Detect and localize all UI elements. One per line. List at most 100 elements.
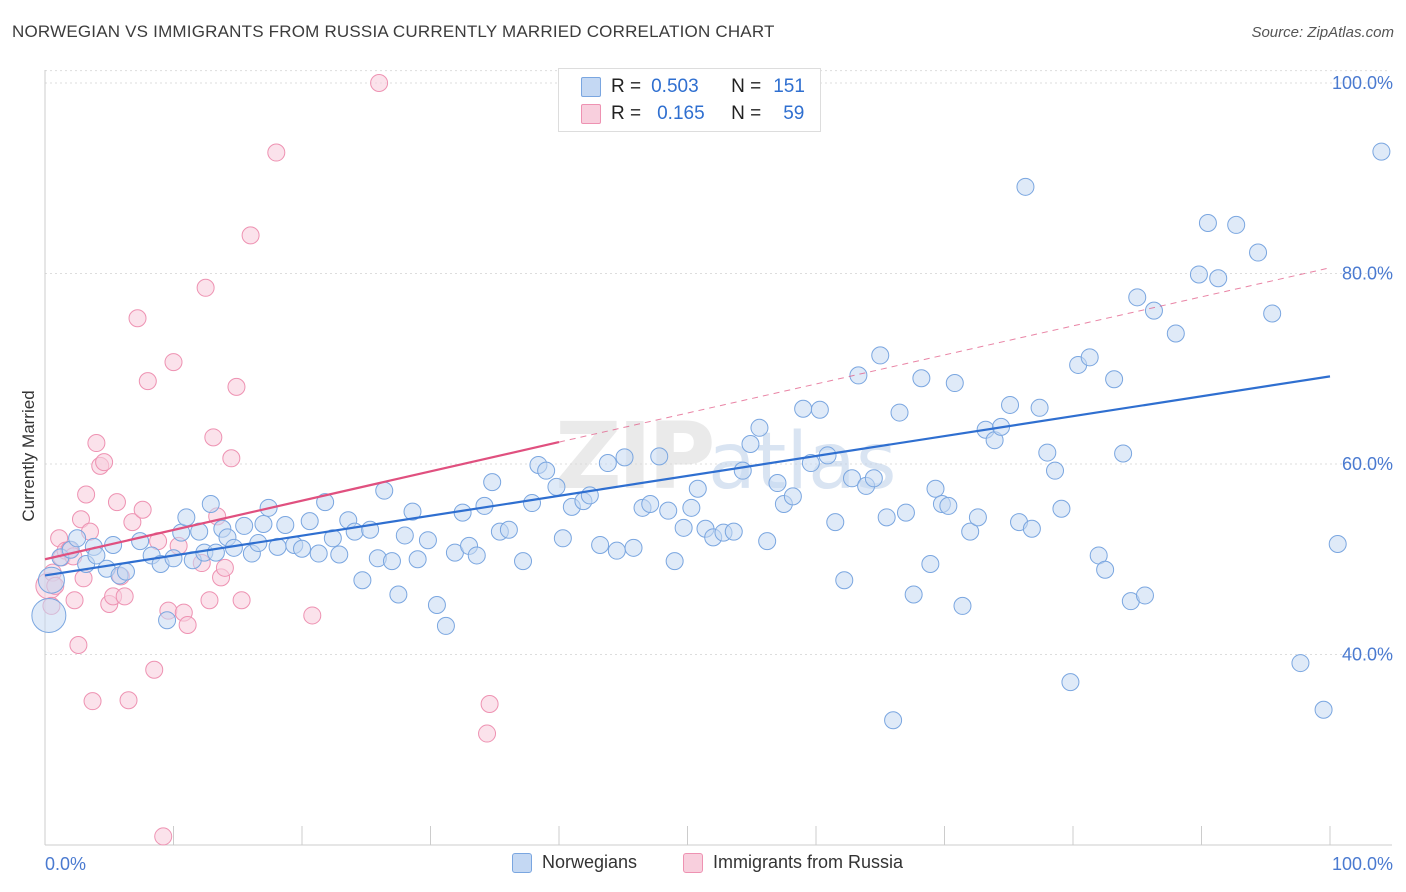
n-label: N = bbox=[731, 103, 762, 124]
data-point-norwegians bbox=[1080, 348, 1099, 367]
data-point-norwegians bbox=[1291, 654, 1310, 673]
data-point-norwegians bbox=[201, 495, 220, 514]
data-point-norwegians bbox=[598, 454, 617, 473]
data-point-russia bbox=[115, 587, 134, 606]
data-point-norwegians bbox=[607, 541, 626, 560]
data-point-norwegians bbox=[674, 518, 693, 537]
data-point-russia bbox=[204, 428, 223, 447]
data-point-russia bbox=[232, 591, 251, 610]
data-point-norwegians bbox=[1227, 215, 1246, 234]
r-value: 0.503 bbox=[651, 76, 699, 97]
n-value: 59 bbox=[783, 103, 805, 124]
x-tick-label: 0.0% bbox=[45, 854, 86, 874]
data-point-russia bbox=[241, 226, 260, 245]
data-point-russia bbox=[145, 660, 164, 679]
russia-legend-swatch bbox=[683, 852, 703, 873]
data-point-norwegians bbox=[330, 545, 349, 564]
data-point-norwegians bbox=[1016, 177, 1035, 196]
data-point-russia bbox=[95, 453, 114, 472]
data-point-norwegians bbox=[912, 369, 931, 388]
data-point-norwegians bbox=[316, 493, 335, 512]
data-point-norwegians bbox=[427, 595, 446, 614]
y-axis-label: Currently Married bbox=[19, 390, 38, 521]
data-point-norwegians bbox=[293, 539, 311, 558]
data-point-norwegians bbox=[300, 512, 319, 531]
series-russia-points bbox=[35, 74, 499, 846]
norwegians-legend-swatch bbox=[512, 852, 532, 873]
n-value: 151 bbox=[773, 76, 805, 97]
stats-legend: R = 0.503 N = 151 R = 0.165 N = 59 bbox=[558, 68, 821, 132]
legend-label-norwegians: Norwegians bbox=[542, 852, 638, 872]
data-point-russia bbox=[370, 74, 389, 92]
data-point-norwegians bbox=[254, 515, 273, 534]
data-point-norwegians bbox=[1061, 673, 1080, 692]
data-point-norwegians bbox=[418, 531, 437, 550]
y-tick-label: 60.0% bbox=[1342, 454, 1393, 474]
data-point-russia bbox=[215, 558, 234, 577]
data-point-norwegians bbox=[235, 516, 254, 535]
data-point-norwegians bbox=[624, 538, 643, 557]
data-point-norwegians bbox=[1038, 443, 1057, 462]
data-point-norwegians bbox=[926, 479, 945, 498]
data-point-norwegians bbox=[164, 549, 183, 568]
data-point-norwegians bbox=[904, 585, 923, 604]
data-point-norwegians bbox=[783, 487, 802, 506]
data-point-norwegians bbox=[537, 461, 556, 480]
data-point-norwegians bbox=[1328, 535, 1347, 554]
data-point-norwegians bbox=[650, 447, 669, 466]
data-point-norwegians bbox=[842, 469, 861, 488]
stats-row-russia: R = 0.165 N = 59 bbox=[581, 102, 804, 126]
data-point-russia bbox=[65, 591, 84, 610]
data-point-norwegians bbox=[177, 508, 196, 527]
data-point-norwegians bbox=[615, 448, 634, 467]
r-label: R = bbox=[611, 76, 642, 97]
data-point-norwegians bbox=[1198, 214, 1217, 233]
data-point-norwegians bbox=[1046, 461, 1065, 480]
data-point-russia bbox=[69, 635, 88, 654]
data-point-norwegians bbox=[884, 711, 903, 730]
data-point-norwegians bbox=[641, 495, 660, 514]
source-label: Source: ZipAtlas.com bbox=[1251, 24, 1394, 41]
r-value: 0.165 bbox=[657, 103, 705, 124]
data-point-norwegians bbox=[890, 403, 909, 422]
data-point-norwegians bbox=[403, 502, 422, 521]
data-point-norwegians bbox=[1249, 243, 1268, 262]
data-point-norwegians bbox=[408, 550, 427, 569]
trend-lines bbox=[44, 267, 1331, 577]
data-point-norwegians bbox=[483, 473, 502, 492]
data-point-russia bbox=[227, 377, 246, 396]
data-point-norwegians bbox=[801, 454, 820, 473]
chart-title: NORWEGIAN VS IMMIGRANTS FROM RUSSIA CURR… bbox=[12, 22, 775, 41]
data-point-russia bbox=[133, 500, 152, 519]
data-point-norwegians bbox=[553, 529, 572, 548]
legend-item-norwegians[interactable]: Norwegians bbox=[512, 852, 637, 873]
y-tick-labels: 40.0% 60.0% 80.0% 100.0% bbox=[1332, 73, 1393, 665]
data-point-norwegians bbox=[1189, 265, 1208, 284]
legend-item-russia[interactable]: Immigrants from Russia bbox=[683, 852, 903, 873]
data-point-norwegians bbox=[750, 418, 769, 437]
data-point-norwegians bbox=[741, 434, 760, 453]
legend-label-russia: Immigrants from Russia bbox=[713, 852, 904, 872]
data-point-norwegians bbox=[499, 520, 518, 539]
data-point-russia bbox=[83, 692, 102, 711]
data-point-russia bbox=[107, 493, 126, 512]
data-point-norwegians bbox=[1001, 395, 1020, 414]
data-point-norwegians bbox=[206, 543, 225, 562]
data-point-russia bbox=[71, 510, 90, 529]
data-point-russia bbox=[77, 485, 96, 504]
data-point-russia bbox=[178, 615, 197, 634]
grid-lines bbox=[45, 70, 1390, 655]
axes bbox=[44, 70, 1392, 846]
r-label: R = bbox=[611, 103, 642, 124]
data-point-norwegians bbox=[810, 400, 829, 419]
data-point-norwegians bbox=[1096, 560, 1115, 579]
data-point-norwegians bbox=[688, 479, 707, 498]
data-point-norwegians bbox=[1166, 324, 1185, 343]
data-point-norwegians bbox=[1128, 288, 1147, 307]
data-point-norwegians bbox=[1022, 519, 1041, 538]
data-point-norwegians bbox=[871, 346, 890, 365]
data-point-norwegians bbox=[665, 552, 684, 571]
data-point-norwegians bbox=[389, 585, 408, 604]
data-point-russia bbox=[478, 724, 497, 743]
